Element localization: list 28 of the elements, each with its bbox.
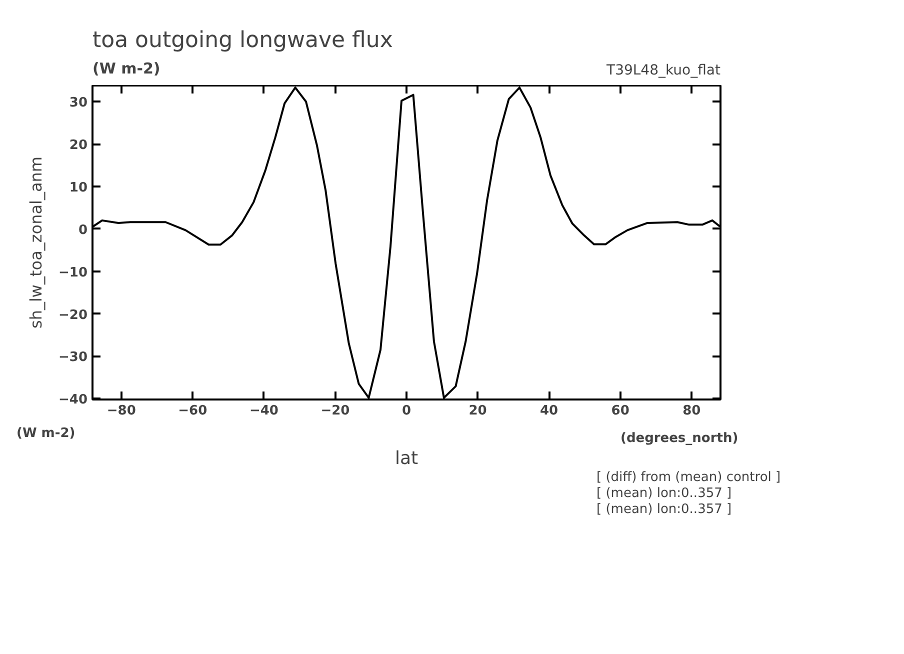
y-axis-title: sh_lw_toa_zonal_anm: [26, 156, 46, 328]
x-tick-label: 0: [402, 404, 412, 418]
text: [ (mean) lon:0..357 ]: [596, 502, 732, 517]
chart-subtitle: (W m-2): [92, 60, 160, 78]
text: (degrees_north): [620, 431, 738, 446]
chart-title: toa outgoing longwave flux: [92, 28, 393, 53]
line-series: [92, 86, 720, 399]
y-tick-label: 0: [78, 222, 88, 238]
x-tick-label: −80: [106, 404, 136, 418]
x-tick-label: −60: [178, 404, 208, 418]
x-tick-label: 20: [468, 404, 487, 418]
x-tick-label: −40: [249, 404, 278, 418]
x-tick-label: 80: [682, 404, 701, 418]
y-tick-label: −30: [58, 350, 88, 366]
text: T39L48_kuo_flat: [606, 62, 722, 78]
y-tick-label: −10: [58, 265, 88, 280]
text: [ (mean) lon:0..357 ]: [596, 486, 732, 501]
x-tick-label: 40: [540, 404, 558, 418]
x-axis-title: lat: [394, 448, 418, 469]
y-tick-label: 30: [69, 96, 88, 111]
y-tick-label: 20: [69, 138, 88, 154]
y-tick-label: −40: [58, 392, 88, 408]
y-tick-label: −20: [58, 308, 88, 323]
text: [ (diff) from (mean) control ]: [596, 470, 781, 485]
y-tick-label: 10: [69, 180, 88, 196]
x-tick-label: 60: [611, 404, 630, 418]
text: (W m-2): [16, 426, 76, 441]
x-tick-label: −20: [320, 404, 350, 418]
